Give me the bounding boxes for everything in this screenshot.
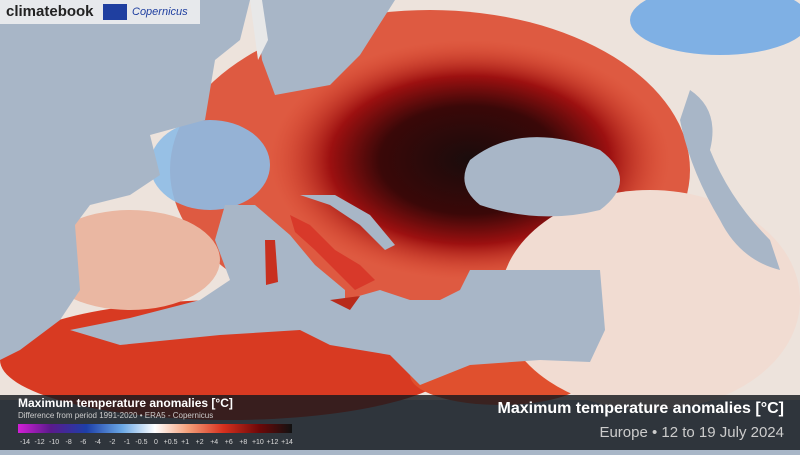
islands [250,0,375,310]
colorbar-tick-label: +10 [252,439,264,446]
colorbar-tick-label: -10 [49,439,59,446]
colorbar-tick-label: -1 [124,439,130,446]
partner: Copernicus [132,6,188,18]
legend-title: Maximum temperature anomalies [°C] [18,396,233,410]
colorbar-tick-label: +0.5 [164,439,178,446]
colorbar [18,424,292,433]
colorbar-tick-label: -8 [66,439,72,446]
footer-band [0,395,800,450]
colorbar-tick-label: +12 [267,439,279,446]
colorbar-tick-label: -14 [20,439,30,446]
colorbar-ticks: -14 -12 -10 -8 -6 -4 -2 -1 -0.5 0 +0.5 +1 +2 +4 +6 +8 +1… [20,439,293,446]
colorbar-tick-label: +8 [239,439,247,446]
colorbar-tick-label: +4 [210,439,218,446]
colorbar-tick-label: -0.5 [135,439,147,446]
eu-flag [103,4,127,20]
colorbar-tick-label: -4 [95,439,101,446]
brand: climatebook [6,3,94,20]
colorbar-tick-label: 0 [154,439,158,446]
seas [0,0,780,385]
colorbar-tick-label: +14 [281,439,293,446]
caption-title: Maximum temperature anomalies [°C] [498,400,784,417]
colorbar-tick-label: +1 [181,439,189,446]
colorbar-tick-label: -6 [80,439,86,446]
colorbar-tick-label: +6 [225,439,233,446]
colorbar-tick-label: +2 [196,439,204,446]
colorbar-tick-label: -2 [109,439,115,446]
legend-subtitle: Difference from period 1991-2020 • ERA5 … [18,411,213,420]
logo-band [0,0,200,24]
colorbar-tick-label: -12 [34,439,44,446]
caption-subtitle: Europe • 12 to 19 July 2024 [599,424,784,441]
